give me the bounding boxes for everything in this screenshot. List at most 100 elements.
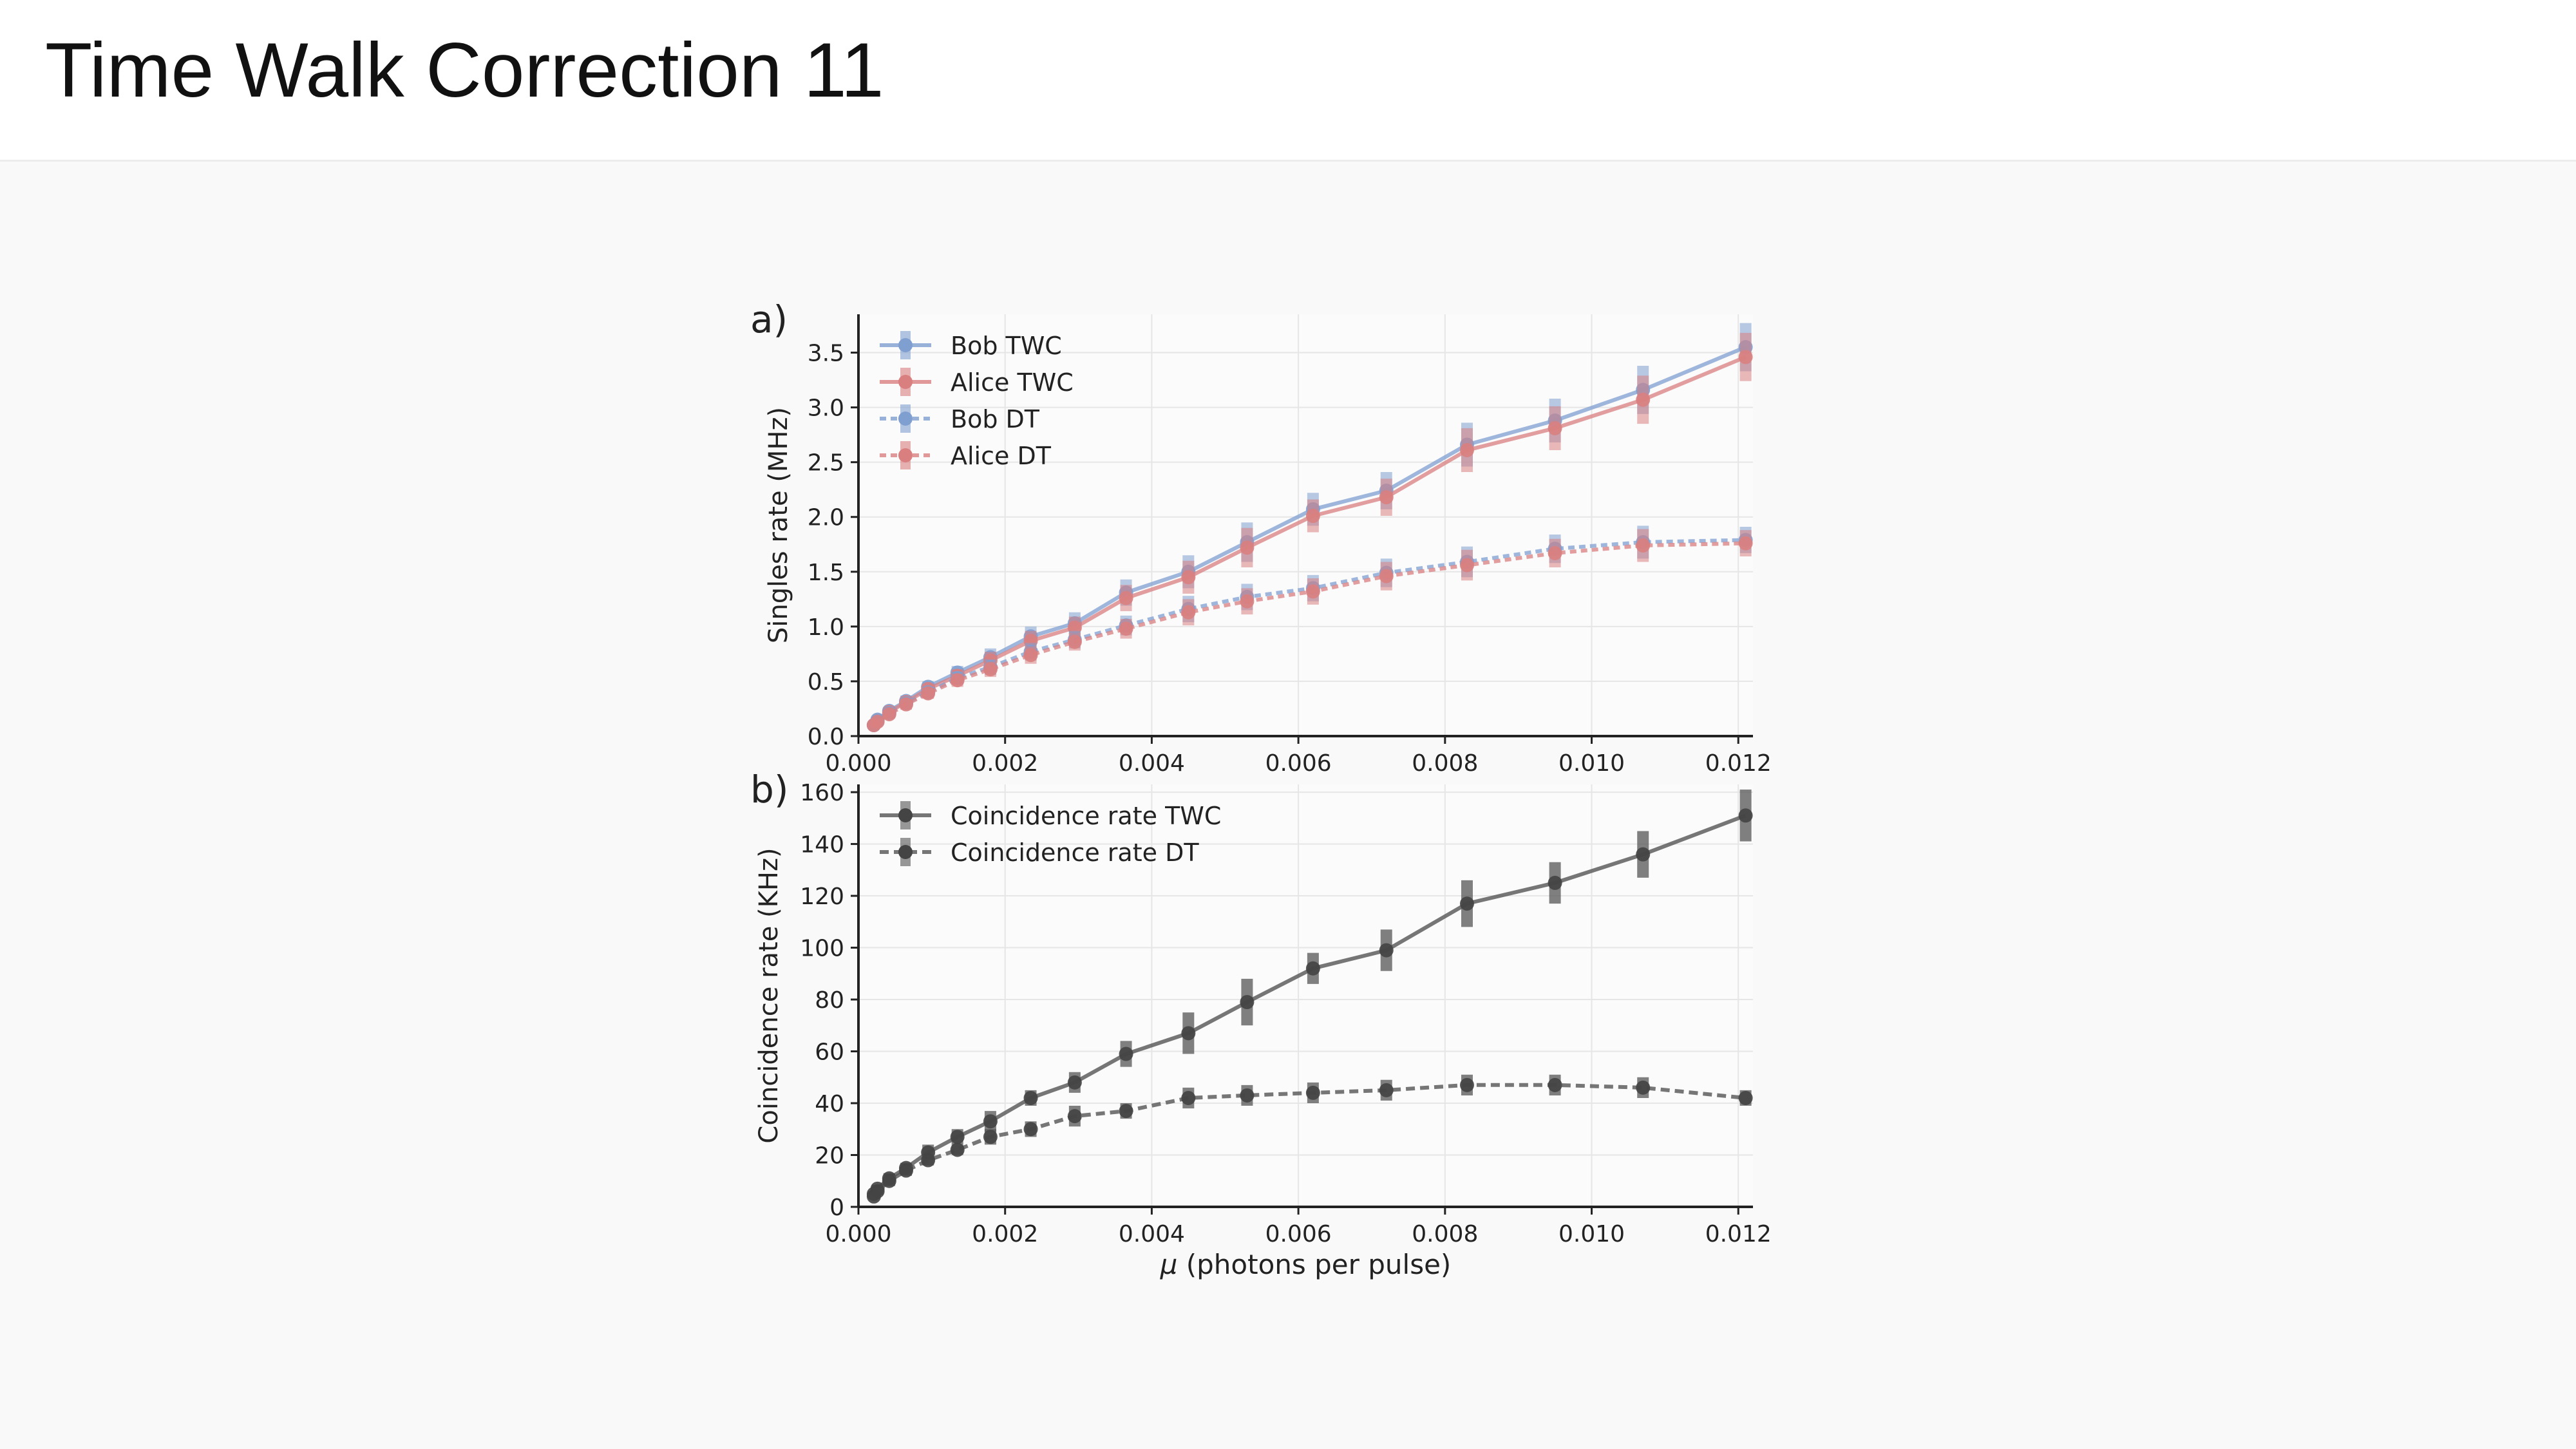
legend-label: Coincidence rate TWC bbox=[951, 802, 1221, 830]
panel-b: 0.000 0.002 0.004 0.006 0.008 0.010 0.012 0 20 40… bbox=[750, 768, 1772, 1280]
data-point bbox=[1459, 896, 1474, 911]
data-point bbox=[1379, 569, 1394, 583]
data-point bbox=[1459, 442, 1474, 457]
legend-swatch-marker bbox=[898, 808, 913, 822]
data-point bbox=[1181, 570, 1196, 585]
data-point bbox=[870, 1184, 885, 1198]
panel-a: 0.000 0.002 0.004 0.006 0.008 0.010 0.012 0.0 0.… bbox=[750, 298, 1772, 777]
y-tick-label: 120 bbox=[800, 884, 844, 910]
legend-label: Alice TWC bbox=[951, 368, 1074, 397]
legend-swatch-marker bbox=[898, 412, 913, 426]
data-point bbox=[921, 686, 936, 701]
data-point bbox=[1738, 1090, 1753, 1105]
y-tick-label: 2.0 bbox=[808, 505, 844, 531]
series-coincidence-rate-dt bbox=[866, 1074, 1753, 1204]
data-point bbox=[1067, 1075, 1082, 1090]
y-tick-label: 20 bbox=[815, 1143, 844, 1170]
legend-label: Alice DT bbox=[951, 442, 1052, 470]
x-tick-label: 0.002 bbox=[972, 750, 1038, 777]
data-point bbox=[1181, 1026, 1196, 1041]
x-tick-label: 0.010 bbox=[1558, 1221, 1625, 1247]
legend-item: Bob TWC bbox=[880, 331, 1062, 360]
legend-item: Coincidence rate DT bbox=[880, 838, 1199, 867]
data-point bbox=[1548, 875, 1562, 890]
x-tick-label: 0.004 bbox=[1119, 1221, 1185, 1247]
title-bar: Time Walk Correction 11 bbox=[0, 0, 2576, 162]
y-tick-label: 1.0 bbox=[808, 614, 844, 641]
y-tick-label: 0.5 bbox=[808, 669, 844, 696]
y-tick-label: 100 bbox=[800, 936, 844, 962]
data-point bbox=[1379, 490, 1394, 505]
y-tick-label: 2.5 bbox=[808, 450, 844, 477]
legend-item: Alice DT bbox=[880, 441, 1052, 470]
x-tick-label: 0.008 bbox=[1412, 750, 1478, 777]
data-point bbox=[1119, 621, 1133, 636]
data-point bbox=[1023, 1122, 1038, 1137]
series-alice-dt bbox=[866, 529, 1753, 732]
data-point bbox=[983, 1114, 998, 1129]
legend-swatch-marker bbox=[898, 338, 913, 352]
y-tick-label: 3.5 bbox=[808, 341, 844, 367]
x-tick-label: 0.008 bbox=[1412, 1221, 1478, 1247]
data-point bbox=[1548, 1077, 1562, 1092]
data-point bbox=[882, 706, 896, 721]
data-point bbox=[1240, 594, 1255, 609]
data-point bbox=[983, 662, 998, 677]
y-tick-label: 0 bbox=[829, 1195, 844, 1221]
y-axis-label: Coincidence rate (KHz) bbox=[754, 848, 784, 1143]
data-point bbox=[1240, 540, 1255, 555]
data-point bbox=[1067, 1109, 1082, 1124]
x-tick-label: 0.002 bbox=[972, 1221, 1038, 1247]
data-point bbox=[1379, 1083, 1394, 1097]
plot-area bbox=[858, 784, 1753, 1207]
data-point bbox=[1636, 847, 1651, 862]
x-tick-label: 0.010 bbox=[1558, 750, 1625, 777]
y-tick-label: 160 bbox=[800, 780, 844, 806]
data-point bbox=[1459, 1077, 1474, 1092]
panel-label: a) bbox=[750, 298, 788, 341]
series-coincidence-rate-twc bbox=[866, 790, 1753, 1201]
y-tick-label: 140 bbox=[800, 832, 844, 858]
x-axis-label-text: (photons per pulse) bbox=[1177, 1249, 1451, 1280]
legend-item: Coincidence rate TWC bbox=[880, 801, 1221, 830]
x-tick-label: 0.006 bbox=[1265, 750, 1332, 777]
x-tick-label: 0.000 bbox=[825, 1221, 891, 1247]
data-point bbox=[1305, 584, 1320, 599]
data-point bbox=[1023, 648, 1038, 663]
legend-label: Coincidence rate DT bbox=[951, 838, 1199, 867]
y-tick-label: 80 bbox=[815, 987, 844, 1014]
y-tick-label: 3.0 bbox=[808, 395, 844, 422]
data-point bbox=[950, 1130, 965, 1144]
y-tick-label: 60 bbox=[815, 1039, 844, 1066]
panel-label: b) bbox=[750, 768, 788, 811]
legend-swatch-marker bbox=[898, 845, 913, 859]
y-tick-label: 40 bbox=[815, 1091, 844, 1117]
data-point bbox=[882, 1173, 896, 1188]
data-point bbox=[1636, 392, 1651, 407]
data-point bbox=[1738, 536, 1753, 551]
legend: Coincidence rate TWC Coincidence rate DT bbox=[880, 801, 1221, 867]
data-point bbox=[1067, 634, 1082, 649]
x-tick-label: 0.000 bbox=[825, 750, 891, 777]
data-point bbox=[1379, 943, 1394, 958]
legend-label: Bob TWC bbox=[951, 332, 1062, 360]
legend: Bob TWC Alice TWC Bob DT Alice DT bbox=[880, 331, 1074, 470]
data-point bbox=[899, 1163, 914, 1178]
data-point bbox=[983, 1130, 998, 1144]
data-point bbox=[1119, 591, 1133, 605]
x-tick-label: 0.012 bbox=[1705, 1221, 1772, 1247]
x-tick-label: 0.004 bbox=[1119, 750, 1185, 777]
y-tick-label: 0.0 bbox=[808, 724, 844, 750]
data-point bbox=[1240, 995, 1255, 1010]
data-point bbox=[1240, 1088, 1255, 1103]
data-point bbox=[1459, 558, 1474, 573]
x-tick-label: 0.006 bbox=[1265, 1221, 1332, 1247]
x-axis-label: μ (photons per pulse) bbox=[1160, 1249, 1452, 1280]
x-tick-label: 0.012 bbox=[1705, 750, 1772, 777]
data-point bbox=[870, 714, 885, 729]
legend-label: Bob DT bbox=[951, 405, 1040, 433]
page-title: Time Walk Correction 11 bbox=[45, 27, 884, 113]
data-point bbox=[1548, 421, 1562, 435]
data-point bbox=[1119, 1104, 1133, 1119]
